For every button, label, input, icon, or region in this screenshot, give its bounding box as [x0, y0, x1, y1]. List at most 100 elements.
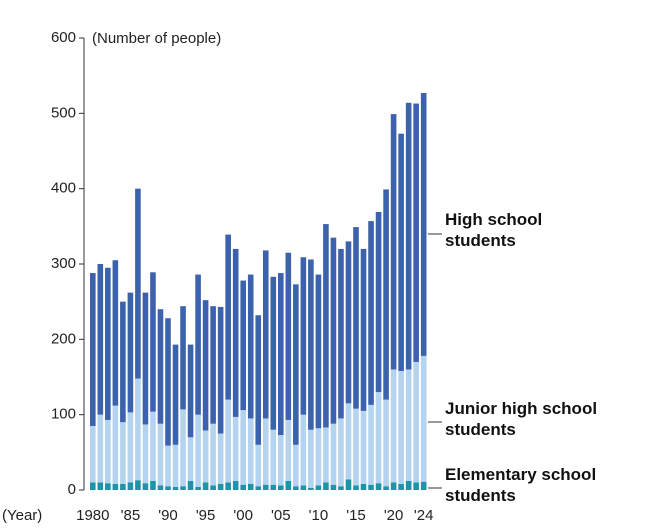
bar-segment [360, 410, 367, 484]
x-tick-label: '00 [233, 507, 253, 524]
bar-segment [308, 487, 314, 490]
legend-label: High school students [445, 210, 543, 250]
bar-segment [323, 482, 329, 490]
bar-segment [210, 423, 216, 486]
bar-segment [187, 480, 194, 490]
bar-segment [120, 422, 126, 484]
bar-segment [345, 479, 352, 490]
bar-segment [150, 272, 156, 412]
bar-segment [413, 361, 419, 483]
bar-segment [135, 188, 141, 379]
bar-segment [383, 486, 389, 490]
bar-segment [150, 411, 156, 481]
bar-segment [375, 483, 382, 490]
bar-segment [255, 444, 262, 487]
bar-segment [112, 260, 119, 406]
bar-segment [255, 315, 262, 445]
bar-segment [270, 484, 277, 490]
bar-segment [187, 437, 194, 481]
bar-segment [157, 423, 164, 486]
bar-segment [202, 430, 209, 483]
bar-segment [420, 92, 427, 356]
bar-segment [165, 486, 171, 490]
bar-segment [210, 485, 216, 490]
bar-segment [247, 274, 254, 419]
x-tick-label: '15 [346, 507, 366, 524]
bar-segment [300, 257, 307, 415]
bar-segment [232, 416, 239, 481]
bar-segment [330, 423, 337, 485]
bar-segment [247, 418, 254, 484]
bar-segment [90, 273, 96, 426]
bar-segment [315, 428, 322, 486]
bar-segment [217, 306, 224, 434]
bar-segment [97, 414, 104, 483]
bar-segment [262, 250, 269, 419]
bar-segment [420, 481, 427, 490]
bar-segment [285, 480, 292, 490]
bar-segment [240, 280, 246, 411]
bar-segment [202, 300, 209, 431]
bar-segment [405, 480, 412, 490]
bar-segment [383, 399, 389, 487]
bar-segment [142, 292, 149, 425]
bar-segment [413, 482, 419, 490]
bar-segment [293, 486, 299, 490]
bar-segment [172, 444, 179, 487]
bar-segment [398, 483, 404, 490]
y-tick-label: 300 [51, 255, 76, 272]
y-tick-label: 100 [51, 406, 76, 423]
bar-segment [142, 483, 149, 490]
bar-segment [330, 237, 337, 424]
y-tick-label: 200 [51, 330, 76, 347]
bar-segment [262, 484, 269, 490]
bar-segment [375, 392, 382, 484]
bar-segment [360, 248, 367, 411]
bar-segment [300, 414, 307, 486]
x-tick-label: '95 [196, 507, 216, 524]
bar-segment [90, 482, 96, 490]
bar-segment [285, 419, 292, 481]
bar-segment [330, 484, 337, 490]
bar-segment [217, 483, 224, 490]
x-tick-label: '20 [384, 507, 404, 524]
bar-segment [172, 344, 179, 445]
bar-segment [278, 485, 284, 490]
bar-segment [338, 486, 344, 490]
bar-segment [353, 227, 359, 409]
y-tick-label: 400 [51, 180, 76, 197]
bar-segment [353, 485, 359, 490]
bar-segment [255, 486, 262, 490]
x-tick-label: '85 [121, 507, 141, 524]
bar-segment [127, 412, 134, 483]
bar-segment [323, 427, 329, 483]
bar-segment [165, 445, 171, 487]
bar-segment [112, 405, 119, 484]
bar-segment [315, 274, 322, 429]
x-tick-label: '10 [309, 507, 329, 524]
bar-segment [368, 484, 374, 490]
bar-segment [240, 410, 246, 485]
bar-segment [157, 485, 164, 490]
bar-segment [398, 133, 404, 371]
bar-segment [232, 248, 239, 417]
y-axis-label: (Number of people) [92, 30, 221, 47]
bar-segment [390, 114, 397, 370]
bar-segment [120, 483, 126, 490]
bar-segment [390, 369, 397, 483]
bar-segment [142, 424, 149, 484]
bar-segment [202, 482, 209, 490]
bar-segment [293, 284, 299, 445]
bar-segment [270, 429, 277, 485]
bar-segment [293, 444, 299, 487]
bar-segment [187, 344, 194, 438]
legend-label: Junior high school students [445, 399, 598, 439]
bar-segment [308, 259, 314, 430]
bar-segment [105, 419, 111, 484]
bar-segment [262, 418, 269, 485]
bar-segment [308, 429, 314, 488]
bar-segment [338, 418, 344, 487]
bar-segment [368, 221, 374, 405]
